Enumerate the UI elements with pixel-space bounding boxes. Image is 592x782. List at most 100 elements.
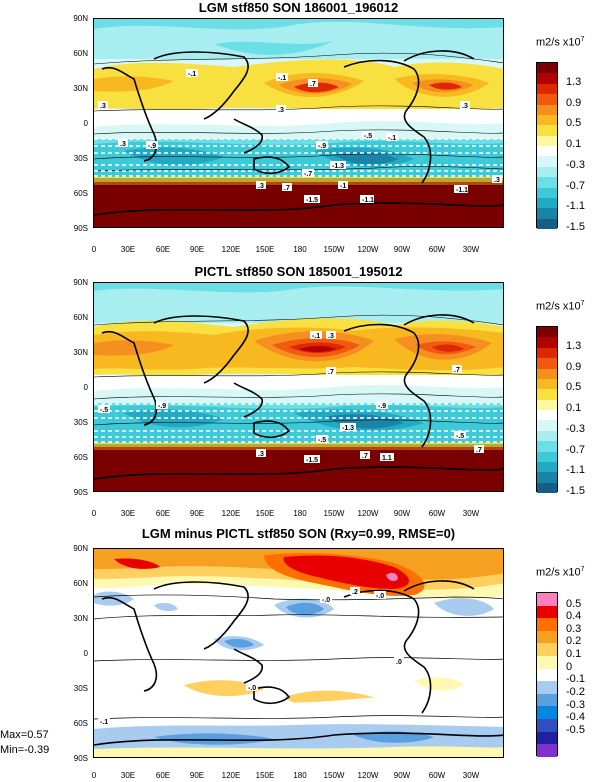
colorbar-tick-label: -0.3 <box>566 422 585 435</box>
colorbar-swatch <box>537 156 557 167</box>
lon-tick: 180 <box>293 509 307 518</box>
colorbar-swatch <box>537 378 557 390</box>
map-plot: .2 -.0 -.0 -.0 .0 -.1 <box>93 548 504 758</box>
svg-text:.3: .3 <box>278 107 284 114</box>
panel-lgm: LGM stf850 SON 186001_196012 <box>0 0 592 262</box>
lon-tick: 60W <box>428 245 446 254</box>
colorbar-tick-label: 0 <box>566 660 573 673</box>
svg-text:-1.3: -1.3 <box>342 425 354 432</box>
colorbar-tick-label: 0.1 <box>566 138 582 150</box>
lat-tick: 30N <box>73 348 88 357</box>
colorbar-tick-label: -0.5 <box>566 723 585 736</box>
colorbar-tick-label: 0.5 <box>566 597 582 610</box>
panel-pictl: PICTL stf850 SON 185001_195012 <box>0 264 592 526</box>
colorbar-tick-label: 0.5 <box>566 381 582 394</box>
lon-tick: 120W <box>357 245 379 254</box>
colorbar-swatch <box>537 472 557 483</box>
lon-tick: 30E <box>120 509 136 518</box>
svg-text:.7: .7 <box>454 367 460 374</box>
colorbar-swatch <box>537 208 557 219</box>
lat-tick: 0 <box>83 649 88 658</box>
lon-tick: 60E <box>155 509 171 518</box>
panel-diff: LGM minus PICTL stf850 SON (Rxy=0.99, RM… <box>0 526 592 782</box>
svg-text:-.1: -.1 <box>388 135 396 142</box>
map-svg: -.1 .3 .7 -.5 -.9 -.9 -1.3 -.5 .7 1.1 -1… <box>94 283 503 491</box>
lat-tick: 30N <box>73 614 88 623</box>
lon-tick: 90W <box>393 509 411 518</box>
lon-tick: 90E <box>189 245 205 254</box>
colorbar-tick-label: -1.5 <box>566 221 585 233</box>
colorbar-swatch <box>537 410 557 421</box>
colorbar-swatch <box>537 146 557 157</box>
colorbar-swatch <box>537 389 557 400</box>
lon-tick: 120E <box>221 771 241 780</box>
colorbar <box>536 326 558 493</box>
svg-text:-.1: -.1 <box>312 333 320 340</box>
colorbar <box>536 62 558 229</box>
panel-title: LGM stf850 SON 186001_196012 <box>198 0 399 15</box>
colorbar-swatch <box>537 744 557 757</box>
colorbar-swatch <box>537 73 557 84</box>
svg-text:-.9: -.9 <box>158 403 166 410</box>
colorbar-swatch <box>537 731 557 745</box>
lat-tick: 90S <box>73 488 88 497</box>
svg-text:-.1: -.1 <box>188 71 196 78</box>
svg-text:-.5: -.5 <box>456 433 464 440</box>
svg-text:.3: .3 <box>258 183 264 190</box>
colorbar-tick-label: 0.9 <box>566 96 582 109</box>
colorbar-swatch <box>537 327 557 338</box>
map-plot: -.1 .3 .7 -.5 -.9 -.9 -1.3 -.5 .7 1.1 -1… <box>93 282 504 492</box>
colorbar <box>536 592 558 757</box>
colorbar-swatch <box>537 681 557 694</box>
lat-tick: 60N <box>73 579 88 588</box>
svg-text:-1: -1 <box>340 183 346 190</box>
colorbar-swatch <box>537 63 557 74</box>
colorbar-swatch <box>537 618 557 631</box>
lon-tick: 150E <box>255 771 275 780</box>
colorbar-swatch <box>537 177 557 188</box>
colorbar-tick-label: -1.1 <box>566 200 585 213</box>
colorbar-swatch <box>537 166 557 178</box>
lon-tick: 0 <box>91 509 97 518</box>
colorbar-swatch <box>537 656 557 669</box>
colorbar-units: m2/s x107 <box>536 566 585 579</box>
colorbar-swatch <box>537 94 557 105</box>
colorbar-tick-label: -1.5 <box>566 485 585 497</box>
svg-text:.7: .7 <box>476 447 482 454</box>
svg-text:.3: .3 <box>100 103 106 110</box>
colorbar-tick-label: -0.3 <box>566 698 585 711</box>
lat-tick: 90S <box>73 754 88 763</box>
colorbar-swatch <box>537 593 557 606</box>
svg-text:-.5: -.5 <box>318 437 326 444</box>
lon-tick: 150W <box>323 245 345 254</box>
colorbar-swatch <box>537 197 557 209</box>
colorbar-swatch <box>537 630 557 644</box>
colorbar-swatch <box>537 706 557 720</box>
colorbar-swatch <box>537 358 557 369</box>
lon-tick: 60W <box>428 509 446 518</box>
colorbar-swatch <box>537 368 557 379</box>
colorbar-tick-label: -1.1 <box>566 464 585 477</box>
lat-tick: 30S <box>73 154 88 163</box>
svg-text:-1.1: -1.1 <box>456 187 468 194</box>
colorbar-tick-label: -0.7 <box>566 443 585 456</box>
svg-text:.7: .7 <box>284 185 290 192</box>
lon-tick: 120E <box>221 509 241 518</box>
colorbar-swatch <box>537 125 557 136</box>
lon-tick: 150E <box>255 245 275 254</box>
lon-tick: 90E <box>189 771 205 780</box>
colorbar-swatch <box>537 482 557 493</box>
lat-tick: 60N <box>73 49 88 58</box>
lat-tick: 30S <box>73 684 88 693</box>
svg-text:.3: .3 <box>120 141 126 148</box>
svg-text:.7: .7 <box>310 81 316 88</box>
colorbar-units: m2/s x107 <box>536 36 585 49</box>
lat-tick: 90N <box>73 544 88 553</box>
lat-tick: 0 <box>83 119 88 128</box>
svg-text:-1.3: -1.3 <box>332 163 344 170</box>
colorbar-tick-label: 0.9 <box>566 360 582 373</box>
colorbar-swatch <box>537 114 557 126</box>
lon-tick: 120E <box>221 245 241 254</box>
lon-tick: 90E <box>189 509 205 518</box>
colorbar-swatch <box>537 104 557 115</box>
